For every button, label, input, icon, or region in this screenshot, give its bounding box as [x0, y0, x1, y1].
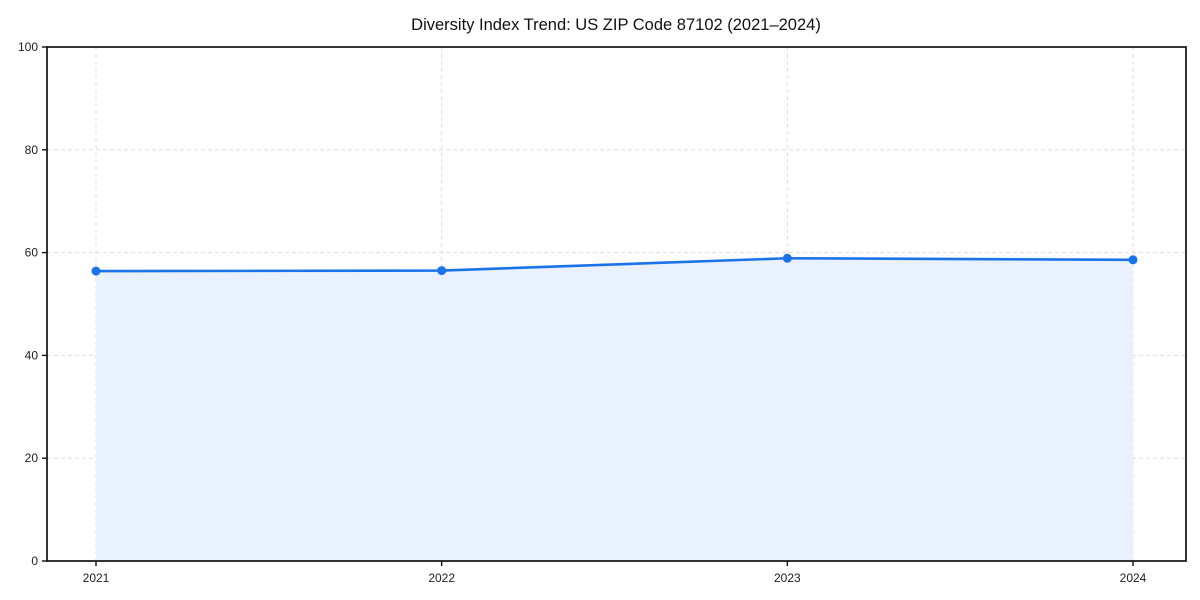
chart-title: Diversity Index Trend: US ZIP Code 87102… — [411, 16, 821, 34]
x-tick-label-2024: 2024 — [1120, 571, 1147, 585]
trend-line — [94, 256, 1135, 273]
data-point-2023 — [782, 253, 792, 263]
x-tick-label-2023: 2023 — [774, 571, 801, 585]
area-fill — [96, 258, 1133, 561]
data-point-2022 — [437, 266, 447, 276]
data-point-2024 — [1128, 255, 1138, 265]
y-tick-label-40: 40 — [25, 348, 39, 362]
y-tick-label-20: 20 — [25, 451, 39, 465]
data-point-2021 — [91, 266, 101, 276]
y-tick-label-80: 80 — [25, 143, 39, 157]
y-tick-label-100: 100 — [18, 40, 38, 54]
y-tick-label-0: 0 — [31, 554, 38, 568]
plot-border — [46, 46, 1187, 562]
plot-area: 0 20 40 60 80 100 2021 2022 2023 2024 — [18, 40, 1187, 585]
x-tick-label-2022: 2022 — [428, 571, 455, 585]
y-tick-label-60: 60 — [25, 246, 39, 260]
x-tick-label-2021: 2021 — [83, 571, 110, 585]
